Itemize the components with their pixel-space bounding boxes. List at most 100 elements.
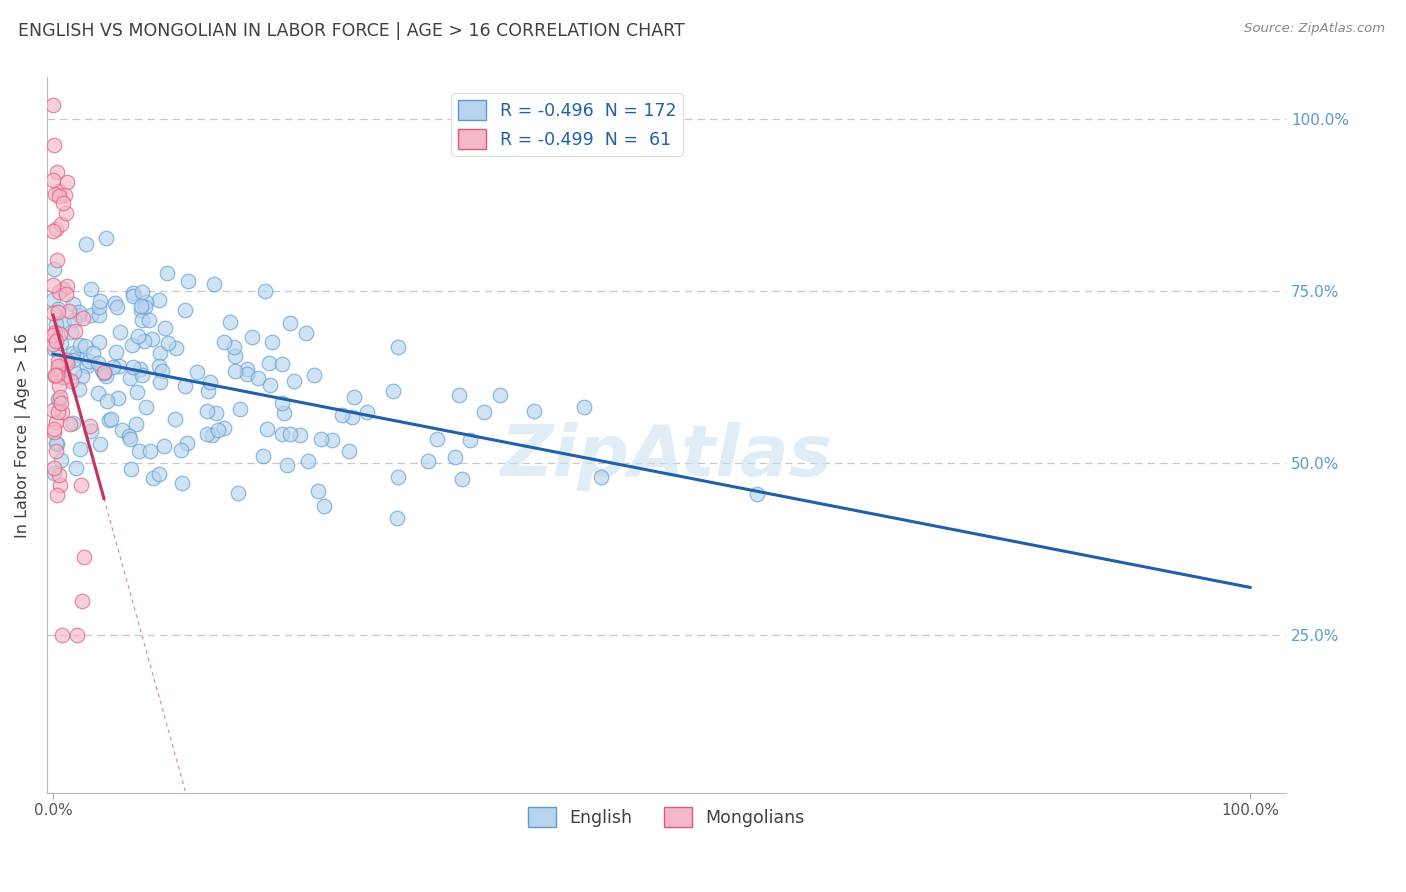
Point <box>138 313 160 327</box>
Point <box>42 327 65 342</box>
Point <box>67 308 90 322</box>
Point <box>297 454 319 468</box>
Point <box>121 337 143 351</box>
Point <box>214 335 236 350</box>
Point <box>49 326 72 341</box>
Point <box>108 359 131 373</box>
Point <box>55 205 77 219</box>
Point <box>46 353 69 368</box>
Point <box>51 370 73 384</box>
Point <box>165 341 187 355</box>
Point <box>148 293 170 308</box>
Point <box>270 396 292 410</box>
Point <box>55 287 77 301</box>
Point <box>120 462 142 476</box>
Point <box>67 305 90 319</box>
Point <box>219 315 242 329</box>
Point <box>42 337 65 351</box>
Point <box>307 484 329 499</box>
Point <box>49 395 72 409</box>
Point <box>304 368 326 383</box>
Point <box>44 466 66 480</box>
Point <box>45 415 67 429</box>
Point <box>42 277 65 292</box>
Point <box>42 306 65 320</box>
Point <box>42 224 65 238</box>
Point <box>42 173 65 187</box>
Point <box>205 407 228 421</box>
Point <box>125 385 148 400</box>
Point <box>45 253 67 268</box>
Point <box>135 401 157 415</box>
Point <box>52 366 75 380</box>
Point <box>131 312 153 326</box>
Point <box>42 402 65 417</box>
Point <box>59 417 82 431</box>
Point <box>186 365 208 379</box>
Point <box>44 325 66 339</box>
Y-axis label: In Labor Force | Age > 16: In Labor Force | Age > 16 <box>15 333 31 538</box>
Point <box>55 353 77 368</box>
Point <box>224 364 246 378</box>
Point <box>46 405 69 419</box>
Point <box>42 461 65 475</box>
Point <box>224 340 246 354</box>
Point <box>89 293 111 308</box>
Point <box>252 449 274 463</box>
Point <box>170 443 193 458</box>
Point <box>283 374 305 388</box>
Point <box>45 334 67 349</box>
Point <box>128 362 150 376</box>
Point <box>202 277 225 291</box>
Point <box>53 187 76 202</box>
Point <box>79 424 101 438</box>
Point <box>52 370 75 384</box>
Point <box>198 376 221 390</box>
Point <box>173 303 195 318</box>
Point <box>53 367 76 381</box>
Point <box>129 299 152 313</box>
Point <box>79 354 101 368</box>
Point <box>58 304 80 318</box>
Point <box>273 406 295 420</box>
Point <box>387 511 409 525</box>
Point <box>96 394 118 409</box>
Point <box>128 443 150 458</box>
Point <box>127 329 149 343</box>
Point <box>271 358 294 372</box>
Point <box>48 395 70 409</box>
Point <box>444 450 467 465</box>
Point <box>156 335 179 350</box>
Point <box>63 325 86 339</box>
Point <box>260 335 283 350</box>
Point <box>177 274 200 288</box>
Point <box>98 413 121 427</box>
Point <box>44 262 66 277</box>
Point <box>69 442 91 456</box>
Point <box>201 428 224 442</box>
Point <box>87 386 110 401</box>
Point <box>75 237 97 252</box>
Point <box>224 350 246 364</box>
Point <box>132 334 155 349</box>
Point <box>165 412 187 426</box>
Point <box>278 427 301 442</box>
Point <box>69 338 91 352</box>
Point <box>131 368 153 383</box>
Text: Source: ZipAtlas.com: Source: ZipAtlas.com <box>1244 22 1385 36</box>
Point <box>105 345 128 359</box>
Point <box>153 321 176 335</box>
Point <box>100 412 122 426</box>
Point <box>150 363 173 377</box>
Point <box>45 222 67 236</box>
Point <box>591 470 613 484</box>
Point <box>87 356 110 370</box>
Point <box>330 408 353 422</box>
Point <box>42 343 65 357</box>
Point <box>129 302 152 317</box>
Point <box>70 594 93 608</box>
Point <box>46 359 69 374</box>
Point <box>60 325 83 339</box>
Point <box>48 379 70 393</box>
Point <box>148 467 170 481</box>
